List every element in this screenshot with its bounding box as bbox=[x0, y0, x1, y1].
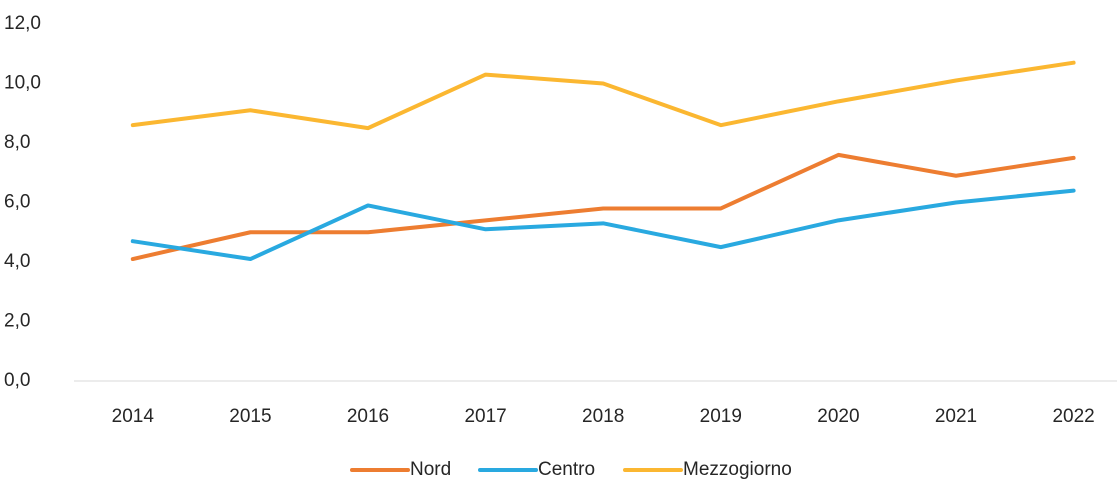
legend-label: Centro bbox=[538, 459, 595, 480]
series-line bbox=[130, 152, 1076, 262]
x-tick-label: 2019 bbox=[700, 406, 742, 427]
x-tick-label: 2014 bbox=[112, 406, 155, 427]
y-tick-label: 8,0 bbox=[4, 132, 30, 153]
y-tick-label: 10,0 bbox=[4, 73, 41, 94]
y-tick-label: 0,0 bbox=[4, 370, 30, 391]
legend-label: Nord bbox=[410, 459, 451, 480]
x-tick-label: 2017 bbox=[464, 406, 506, 427]
y-tick-label: 4,0 bbox=[4, 251, 30, 272]
series-line bbox=[130, 60, 1076, 131]
x-tick-label: 2022 bbox=[1052, 406, 1094, 427]
y-tick-label: 12,0 bbox=[4, 13, 41, 34]
series-line bbox=[130, 188, 1076, 262]
x-tick-label: 2016 bbox=[347, 406, 389, 427]
y-tick-label: 2,0 bbox=[4, 311, 30, 332]
x-tick-label: 2021 bbox=[935, 406, 977, 427]
x-tick-label: 2015 bbox=[229, 406, 271, 427]
legend-label: Mezzogiorno bbox=[683, 459, 792, 480]
x-tick-label: 2018 bbox=[582, 406, 624, 427]
x-tick-label: 2020 bbox=[817, 406, 859, 427]
y-tick-label: 6,0 bbox=[4, 192, 30, 213]
